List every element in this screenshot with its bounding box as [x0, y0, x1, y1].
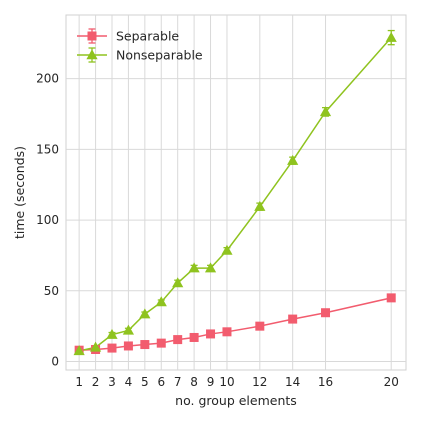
- data-point-separable: [156, 338, 166, 348]
- data-point-separable: [173, 335, 183, 345]
- x-tick-label: 12: [252, 375, 267, 389]
- y-tick-label: 200: [36, 72, 59, 86]
- legend: Separable Nonseparable: [77, 28, 203, 63]
- data-point-nonseparable: [221, 244, 233, 255]
- data-point-separable: [386, 293, 396, 303]
- data-point-nonseparable: [172, 277, 184, 288]
- data-point-nonseparable: [122, 324, 135, 335]
- x-tick-label: 9: [207, 375, 215, 389]
- data-point-separable: [255, 321, 265, 331]
- x-tick-label: 14: [285, 375, 300, 389]
- x-tick-label: 3: [108, 375, 116, 389]
- x-tick-label: 4: [125, 375, 133, 389]
- x-axis-label: no. group elements: [175, 393, 297, 408]
- data-point-nonseparable: [385, 31, 397, 42]
- data-point-nonseparable: [139, 308, 151, 319]
- legend-item-separable: Separable: [77, 28, 179, 44]
- y-axis-label: time (seconds): [12, 146, 27, 239]
- x-tick-label: 2: [92, 375, 100, 389]
- legend-label-nonseparable: Nonseparable: [116, 48, 203, 63]
- data-point-nonseparable: [319, 106, 332, 117]
- data-point-nonseparable: [188, 262, 200, 273]
- data-point-nonseparable: [155, 296, 167, 307]
- data-point-nonseparable: [106, 328, 118, 339]
- x-tick-label: 1: [75, 375, 83, 389]
- data-point-separable: [288, 314, 298, 324]
- data-point-nonseparable: [254, 200, 266, 211]
- legend-item-nonseparable: Nonseparable: [77, 47, 203, 63]
- legend-label-separable: Separable: [116, 29, 179, 44]
- data-point-separable: [140, 340, 150, 350]
- x-tick-label: 8: [190, 375, 198, 389]
- y-tick-label: 100: [36, 213, 59, 227]
- data-point-nonseparable: [73, 345, 85, 356]
- data-point-nonseparable: [287, 154, 299, 165]
- data-point-separable: [206, 329, 216, 339]
- series-markers: [73, 31, 397, 356]
- data-point-separable: [321, 308, 331, 318]
- x-tick-label: 6: [157, 375, 165, 389]
- plot-area: [65, 14, 407, 371]
- y-tick-label: 150: [36, 142, 59, 156]
- x-tick-label: 20: [384, 375, 399, 389]
- y-tick-label: 50: [44, 284, 59, 298]
- legend-marker-nonseparable: [86, 49, 98, 60]
- x-tick-label: 16: [318, 375, 333, 389]
- data-point-separable: [222, 327, 232, 337]
- data-point-nonseparable: [204, 262, 217, 273]
- legend-marker-separable: [87, 31, 97, 41]
- x-tick-label: 10: [219, 375, 234, 389]
- x-tick-label: 5: [141, 375, 149, 389]
- data-point-nonseparable: [89, 341, 102, 352]
- x-tick-label: 7: [174, 375, 182, 389]
- data-point-separable: [189, 332, 199, 342]
- y-tick-label: 0: [51, 355, 59, 369]
- data-point-separable: [107, 343, 117, 353]
- data-point-separable: [123, 341, 133, 351]
